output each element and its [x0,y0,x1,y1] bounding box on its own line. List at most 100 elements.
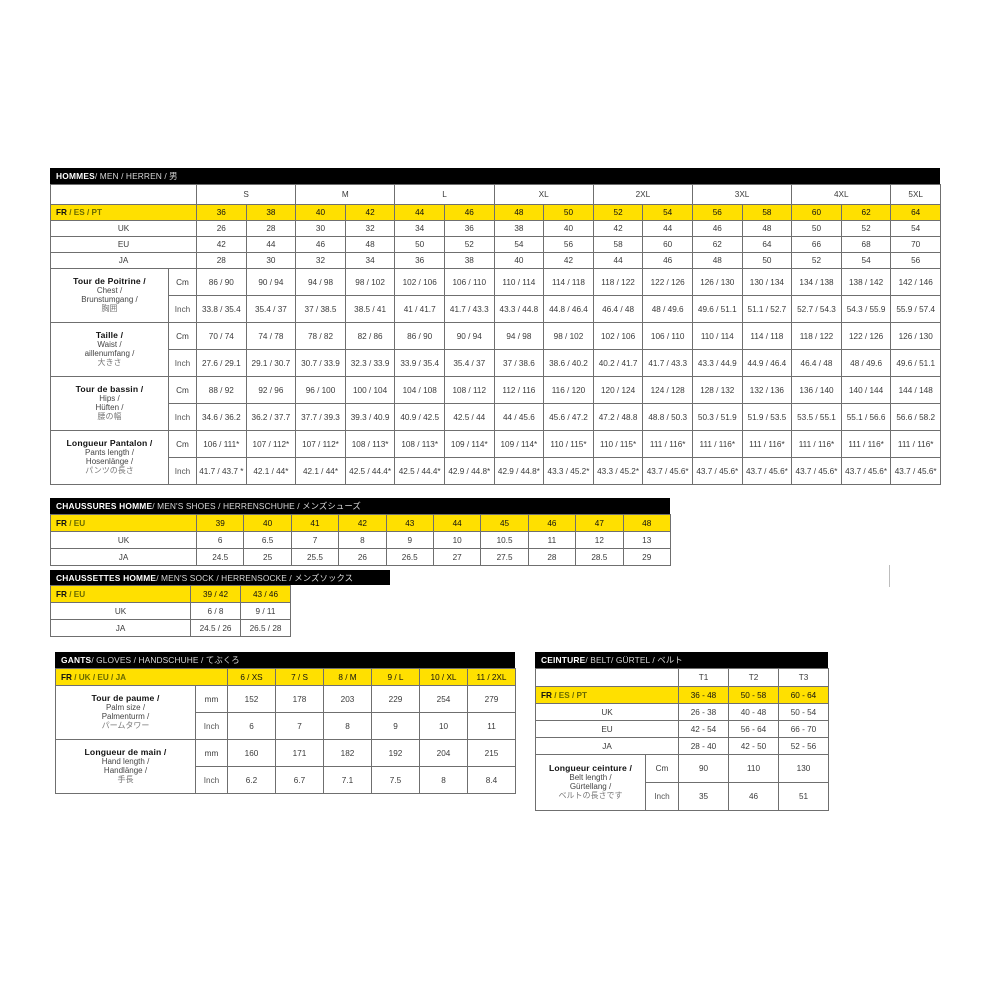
men-eu-10: 62 [691,236,743,253]
men-measure-2-cm-5: 108 / 112 [443,376,495,404]
shoes-row-label-fr: FR / EU [50,514,197,532]
gloves-measure-1-inch-3: 7.5 [371,766,420,794]
men-uk-4: 34 [394,220,445,237]
men-measure-1-inch-1: 29.1 / 30.7 [245,349,297,377]
belt-tier-blank [535,668,679,687]
gloves-measure-0-inch-0: 6 [227,712,276,740]
measure-title-de: Brunstumgang / [81,294,138,304]
measure-title-en: Hips / [99,393,120,403]
men-measure-0-inch-14: 55.9 / 57.4 [890,295,941,323]
men-measure-0-inch-12: 52.7 / 54.3 [791,295,842,323]
men-measure-row-cm: Tour de Poitrine / Chest / Brunstumgang / 胸… [50,268,941,323]
men-measure-0-inch-10: 49.6 / 51.1 [691,295,743,323]
banner-title-main: CHAUSSETTES HOMME [56,572,157,583]
shoes-section-banner: CHAUSSURES HOMME / MEN'S SHOES / HERRENS… [50,498,670,514]
measure-title: Tour de paume / [91,693,160,704]
unit-cm-2: Cm [168,376,197,404]
gloves-measure-1-mm-1: 171 [275,739,324,767]
men-measure-2-inch-0: 34.6 / 36.2 [196,403,247,431]
gloves-measure-1-mm-3: 192 [371,739,420,767]
men-measure-2-inch-1: 36.2 / 37.7 [245,403,297,431]
shoes-ja-9: 29 [622,548,671,566]
men-uk-2: 30 [295,220,346,237]
shoes-fr-9: 48 [622,514,671,532]
men-measure-2-cm-12: 136 / 140 [791,376,842,404]
belt-row-uk: UK 26 - 38 40 - 48 50 - 54 [535,703,829,721]
gloves-unit-mm-0: mm [195,685,228,713]
men-ja-14: 56 [890,252,941,269]
gloves-measure-row-mm: Tour de paume / Palm size / Palmenturm / パー… [55,685,516,740]
men-measure-3-inch-3: 42.5 / 44.4* [344,457,396,485]
shoes-fr-2: 41 [290,514,340,532]
measure-title-ja: 腰の幅 [97,411,122,421]
belt-uk-1: 40 - 48 [728,703,779,721]
men-ja-5: 38 [443,252,495,269]
men-measure-0-cm-0: 86 / 90 [196,268,247,296]
shoes-row-label-ja: JA [50,548,197,566]
men-eu-13: 68 [840,236,892,253]
men-measure-1-inch-4: 33.9 / 35.4 [394,349,445,377]
men-measure-2-cm-3: 100 / 104 [344,376,396,404]
men-measure-3-inch-5: 42.9 / 44.8* [443,457,495,485]
shoes-ja-0: 24.5 [195,548,245,566]
row-label-rest: / ES / PT [66,208,102,217]
shoes-uk-3: 8 [338,531,387,549]
measure-title-en: Palm size / [105,702,146,712]
row-label-rest: / UK / EU / JA [71,672,127,682]
men-measure-2-cm-10: 128 / 132 [691,376,743,404]
gloves-measure-label-0: Tour de paume / Palm size / Palmenturm / パー… [55,685,196,740]
row-label-rest: / ES / PT [551,690,587,700]
men-measure-3-inch-2: 42.1 / 44* [295,457,346,485]
men-uk-13: 52 [840,220,892,237]
men-measure-2-cm-11: 132 / 136 [741,376,793,404]
size-group-XL: XL [493,184,594,205]
men-measure-3-cm-12: 111 / 116* [791,430,842,458]
socks-row-label-uk: UK [50,602,191,620]
shoes-fr-0: 39 [195,514,245,532]
gloves-unit-inch-0: Inch [195,712,228,740]
men-uk-1: 28 [245,220,297,237]
men-measure-3-cm-9: 111 / 116* [642,430,693,458]
row-label-ja: JA [50,252,197,269]
men-measure-1-inch-5: 35.4 / 37 [443,349,495,377]
men-measure-3-inch-0: 41.7 / 43.7 * [196,457,247,485]
belt-tier-T2: T2 [728,668,779,687]
men-row-ja: JA 28 30 32 34 36 38 40 42 44 46 48 50 52 54 56 [50,252,941,269]
men-measure-0-cm-5: 106 / 110 [443,268,495,296]
measure-title: Tour de bassin / [75,384,144,395]
men-measure-label-0: Tour de Poitrine / Chest / Brunstumgang / 胸… [50,268,169,323]
gloves-measure-0-mm-4: 254 [419,685,468,713]
men-measure-2-cm-1: 92 / 96 [245,376,297,404]
gloves-size-label: FR / UK / EU / JA [55,668,228,686]
men-ja-0: 28 [196,252,247,269]
men-measure-1-cm-10: 110 / 114 [691,322,743,350]
row-label-uk: UK [50,220,197,237]
belt-fr-2: 60 - 64 [778,686,829,704]
men-measure-0-inch-5: 41.7 / 43.3 [443,295,495,323]
men-fr-2: 40 [295,204,346,221]
belt-ja-1: 42 - 50 [728,737,779,755]
men-measure-3-inch-12: 43.7 / 45.6* [791,457,842,485]
men-ja-2: 32 [295,252,346,269]
shoes-fr-6: 45 [480,514,529,532]
shoes-uk-0: 6 [195,531,245,549]
measure-title-en: Hand length / [101,756,150,766]
belt-length-cm-2: 130 [778,754,829,783]
men-fr-13: 62 [840,204,892,221]
men-section-banner: HOMMES / MEN / HERREN / 男 [50,168,940,184]
group-header-blank [50,184,197,205]
men-measure-1-inch-10: 43.3 / 44.9 [691,349,743,377]
men-measure-1-inch-8: 40.2 / 41.7 [592,349,644,377]
men-eu-1: 44 [245,236,297,253]
unit-cm-1: Cm [168,322,197,350]
row-label-rest: / EU [66,589,86,599]
belt-eu-2: 66 - 70 [778,720,829,738]
men-measure-2-inch-7: 45.6 / 47.2 [543,403,594,431]
men-ja-8: 44 [592,252,644,269]
men-measure-label-1: Taille / Waist / aillenumfang / 大きさ [50,322,169,377]
gloves-measure-1-inch-5: 8.4 [467,766,516,794]
belt-uk-2: 50 - 54 [778,703,829,721]
men-measure-1-cm-8: 102 / 106 [592,322,644,350]
men-measure-0-inch-6: 43.3 / 44.8 [493,295,545,323]
